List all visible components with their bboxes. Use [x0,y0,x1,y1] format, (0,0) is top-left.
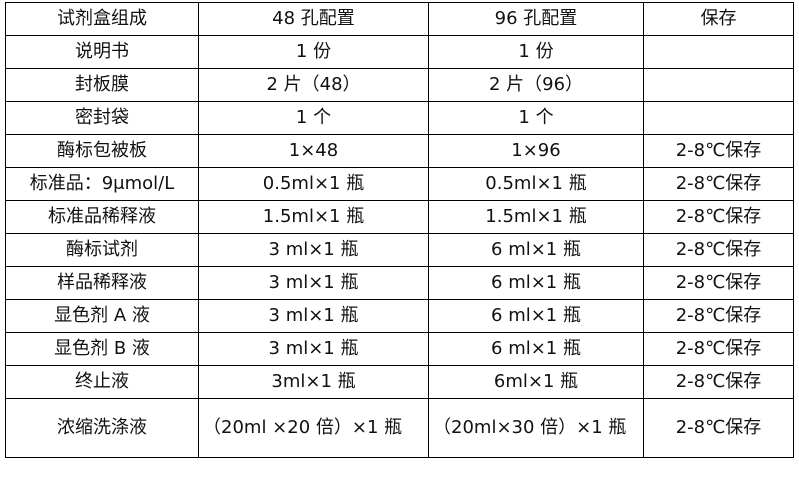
table-row: 浓缩洗涤液 （20ml ×20 倍）×1 瓶（20ml×30 倍）×1 瓶 2-8℃… [5,398,794,458]
cell-component: 标准品稀释液 [5,200,199,234]
cell-config-96: 6ml×1 瓶 [428,365,644,399]
cell-storage: 2-8℃保存 [643,299,794,333]
cell-component: 标准品：9μmol/L [5,167,199,201]
cell-config-48: 3 ml×1 瓶 [198,233,429,267]
table-row: 酶标包被板 1×48 1×96 2-8℃保存 [5,134,794,168]
cell-component: 酶标包被板 [5,134,199,168]
cell-config-48: 1 个 [198,101,429,135]
cell-component: 显色剂 A 液 [5,299,199,333]
cell-component: 酶标试剂 [5,233,199,267]
cell-config-96: 1 个 [428,101,644,135]
header-row: 试剂盒组成 48 孔配置 96 孔配置 保存 [5,2,794,36]
cell-config-48: 3ml×1 瓶 [198,365,429,399]
table-row: 标准品：9μmol/L 0.5ml×1 瓶 0.5ml×1 瓶 2-8℃保存 [5,167,794,201]
cell-config-48: 3 ml×1 瓶 [198,266,429,300]
cell-config-48: 3 ml×1 瓶 [198,299,429,333]
table-row: 标准品稀释液 1.5ml×1 瓶 1.5ml×1 瓶 2-8℃保存 [5,200,794,234]
header-config-48: 48 孔配置 [198,2,429,36]
cell-storage: 2-8℃保存 [643,365,794,399]
cell-config-96: 2 片（96） [428,68,644,102]
cell-config-96: 0.5ml×1 瓶 [428,167,644,201]
cell-config-48: （20ml ×20 倍）×1 瓶 [198,398,429,458]
cell-component: 封板膜 [5,68,199,102]
cell-component: 样品稀释液 [5,266,199,300]
cell-config-48: 1×48 [198,134,429,168]
cell-storage [643,101,794,135]
cell-config-48: 2 片（48） [198,68,429,102]
cell-storage: 2-8℃保存 [643,200,794,234]
cell-component: 密封袋 [5,101,199,135]
cell-storage: 2-8℃保存 [643,398,794,458]
cell-config-96: 1.5ml×1 瓶 [428,200,644,234]
cell-storage: 2-8℃保存 [643,233,794,267]
cell-config-96: （20ml×30 倍）×1 瓶 [428,398,644,458]
cell-storage: 2-8℃保存 [643,167,794,201]
table-row: 封板膜 2 片（48） 2 片（96） [5,68,794,102]
cell-config-48: 3 ml×1 瓶 [198,332,429,366]
header-storage: 保存 [643,2,794,36]
cell-config-96: 6 ml×1 瓶 [428,299,644,333]
cell-config-96: 1×96 [428,134,644,168]
cell-config-48: 1.5ml×1 瓶 [198,200,429,234]
cell-config-48: 1 份 [198,35,429,69]
cell-config-96: 6 ml×1 瓶 [428,266,644,300]
cell-component: 显色剂 B 液 [5,332,199,366]
cell-storage: 2-8℃保存 [643,134,794,168]
cell-config-96: 6 ml×1 瓶 [428,233,644,267]
cell-config-48: 0.5ml×1 瓶 [198,167,429,201]
cell-storage [643,68,794,102]
cell-component: 浓缩洗涤液 [5,398,199,458]
cell-component: 终止液 [5,365,199,399]
cell-storage: 2-8℃保存 [643,266,794,300]
cell-component: 说明书 [5,35,199,69]
header-component: 试剂盒组成 [5,2,199,36]
cell-config-96: 6 ml×1 瓶 [428,332,644,366]
header-config-96: 96 孔配置 [428,2,644,36]
cell-storage [643,35,794,69]
cell-storage: 2-8℃保存 [643,332,794,366]
table-row: 终止液 3ml×1 瓶 6ml×1 瓶 2-8℃保存 [5,365,794,399]
cell-config-96: 1 份 [428,35,644,69]
